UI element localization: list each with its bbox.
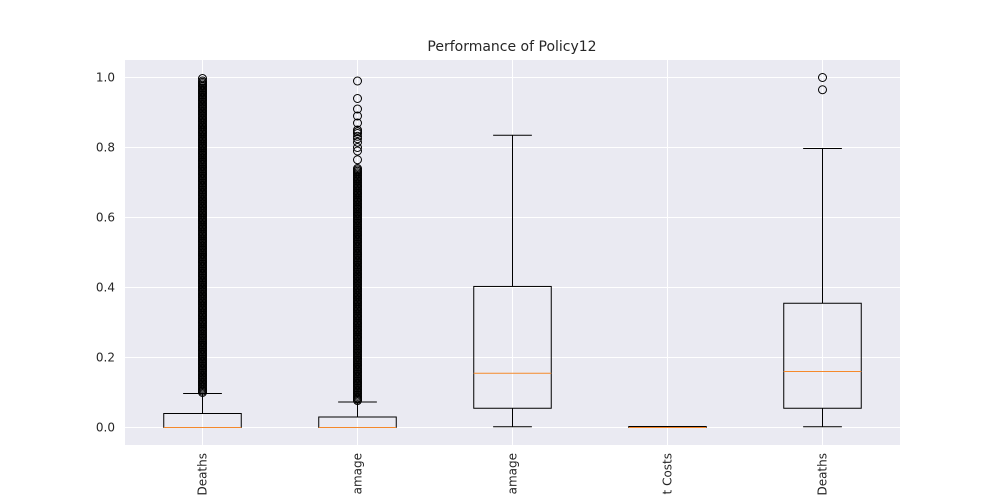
x-tick-label: amage bbox=[506, 453, 520, 494]
outlier-point bbox=[353, 125, 362, 135]
box-group bbox=[473, 134, 552, 428]
outlier-point bbox=[353, 118, 362, 128]
outlier-point bbox=[353, 137, 362, 147]
x-tick-labels: Deaths amage amage t Costs Deaths bbox=[196, 453, 830, 496]
x-tick-label: amage bbox=[351, 453, 365, 494]
outlier-point bbox=[353, 164, 362, 173]
y-tick-label: 1.0 bbox=[96, 71, 115, 85]
outlier-point bbox=[353, 143, 362, 152]
box-group bbox=[628, 426, 707, 428]
iqr-box bbox=[783, 302, 862, 409]
y-tick-labels: 0.0 0.2 0.4 0.6 0.8 1.0 bbox=[96, 71, 115, 435]
outlier-point bbox=[198, 74, 207, 84]
outlier-point bbox=[353, 155, 362, 165]
outlier-point bbox=[353, 94, 362, 103]
outlier-point bbox=[198, 76, 207, 86]
y-tick-label: 0.4 bbox=[96, 281, 115, 295]
x-tick-label: Deaths bbox=[196, 453, 210, 496]
outlier-point bbox=[353, 111, 362, 121]
outlier-point bbox=[818, 85, 827, 95]
y-tick-label: 0.6 bbox=[96, 211, 115, 225]
box-group bbox=[163, 74, 242, 428]
x-tick-label: t Costs bbox=[661, 453, 675, 494]
outlier-point bbox=[353, 134, 362, 144]
outlier-point bbox=[818, 73, 827, 82]
chart-title: Performance of Policy12 bbox=[427, 39, 596, 55]
y-tick-label: 0.8 bbox=[96, 141, 115, 155]
outlier-point bbox=[353, 104, 362, 114]
x-tick-label: Deaths bbox=[816, 453, 830, 496]
outlier-point bbox=[353, 131, 362, 141]
box-group bbox=[783, 73, 862, 428]
y-tick-label: 0.0 bbox=[96, 421, 115, 435]
outlier-point bbox=[353, 146, 362, 156]
iqr-box bbox=[473, 285, 552, 409]
outlier-point bbox=[353, 76, 362, 86]
y-tick-label: 0.2 bbox=[96, 351, 115, 365]
boxes bbox=[163, 73, 862, 428]
box-group bbox=[318, 76, 397, 428]
